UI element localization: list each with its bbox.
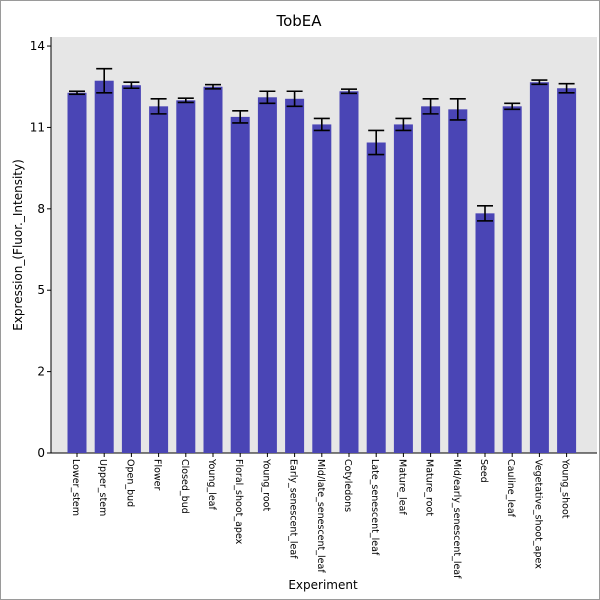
y-axis-title: Expression_(Fluor._Intensity) xyxy=(11,159,25,331)
y-tick-label: 2 xyxy=(37,365,45,379)
bars-group xyxy=(67,80,577,454)
x-category-label: Open_bud xyxy=(124,459,135,507)
bar xyxy=(366,142,386,453)
x-category-label: Upper_stem xyxy=(97,459,108,516)
bar xyxy=(230,116,250,453)
bar xyxy=(94,80,114,453)
bar xyxy=(203,86,223,453)
x-category-label: Cotyledons xyxy=(342,459,353,512)
bar xyxy=(448,109,468,453)
bar xyxy=(149,106,169,453)
x-category-label: Mid/late_senescent_leaf xyxy=(315,459,326,573)
x-category-label: Young_leaf xyxy=(206,458,217,510)
x-category-label: Mature_root xyxy=(424,459,435,516)
x-category-label: Closed_bud xyxy=(179,459,190,514)
x-category-label: Late_senescent_leaf xyxy=(369,459,380,556)
bar xyxy=(529,82,549,453)
x-category-label: Flower xyxy=(152,459,163,491)
x-category-label: Early_senescent_leaf xyxy=(288,459,299,559)
bar xyxy=(393,124,413,453)
bar xyxy=(421,106,441,453)
bar xyxy=(67,92,87,453)
x-category-label: Floral_shoot_apex xyxy=(233,459,244,545)
x-category-label: Seed xyxy=(478,459,489,483)
y-axis-ticks: 0 2 5 8 11 14 xyxy=(30,39,51,460)
bar xyxy=(475,213,495,453)
x-category-label: Young_root xyxy=(260,458,271,511)
bar xyxy=(339,91,359,454)
y-tick-label: 5 xyxy=(37,283,45,297)
chart-title: TobEA xyxy=(275,12,322,30)
x-category-label: Cauline_leaf xyxy=(505,459,516,518)
y-tick-label: 0 xyxy=(37,446,45,460)
bar xyxy=(557,88,577,454)
x-category-label: Lower_stem xyxy=(70,459,81,516)
y-tick-label: 8 xyxy=(37,202,45,216)
x-category-label: Mid/early_senescent_leaf xyxy=(451,459,462,579)
bar xyxy=(176,100,196,453)
bar xyxy=(285,98,305,453)
bar xyxy=(502,106,522,453)
bar xyxy=(121,85,141,454)
bar xyxy=(312,124,332,453)
y-tick-label: 14 xyxy=(30,39,45,53)
x-axis-category-labels: Lower_stem Upper_stem Open_bud Flower Closed… xyxy=(70,453,571,579)
x-category-label: Mature_leaf xyxy=(396,459,407,515)
x-axis-title: Experiment xyxy=(288,578,358,592)
y-tick-label: 11 xyxy=(30,120,45,134)
x-category-label: Young_shoot xyxy=(560,458,571,519)
x-category-label: Vegetative_shoot_apex xyxy=(532,459,543,569)
bar xyxy=(257,97,277,453)
error-bars-group xyxy=(69,67,575,222)
